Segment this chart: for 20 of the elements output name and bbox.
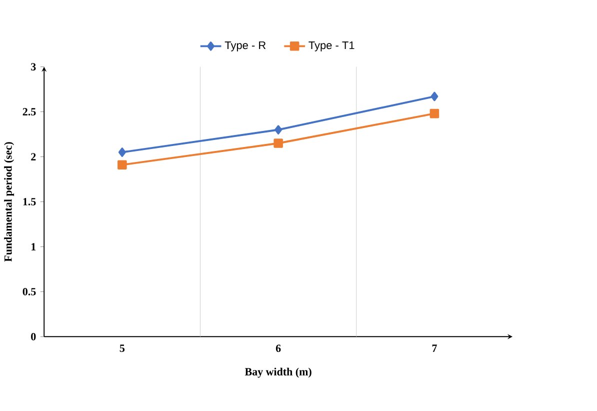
y-tick-label: 2 [31, 153, 36, 160]
y-axis-title: Fundamental period (sec) [4, 142, 14, 262]
y-tick-label: 1 [32, 243, 36, 250]
point [430, 109, 440, 118]
x-tick-label: 6 [276, 344, 281, 352]
y-tick-label: 1.5 [23, 198, 36, 206]
x-tick-label: 7 [432, 344, 437, 352]
x-tick-label: 5 [120, 344, 125, 352]
legend-label: Type - R [224, 42, 266, 52]
y-tick-label: 3 [31, 63, 36, 71]
legend-label: Type - T1 [308, 42, 354, 52]
point [430, 92, 438, 102]
point [118, 160, 127, 170]
x-axis-title: Bay width (m) [244, 368, 312, 378]
y-tick-label: 2.5 [22, 108, 36, 116]
y-tick-label: 0 [31, 333, 36, 340]
y-tick-label: 0.5 [22, 288, 36, 296]
point [118, 148, 126, 157]
point [274, 138, 283, 148]
point [274, 125, 282, 135]
